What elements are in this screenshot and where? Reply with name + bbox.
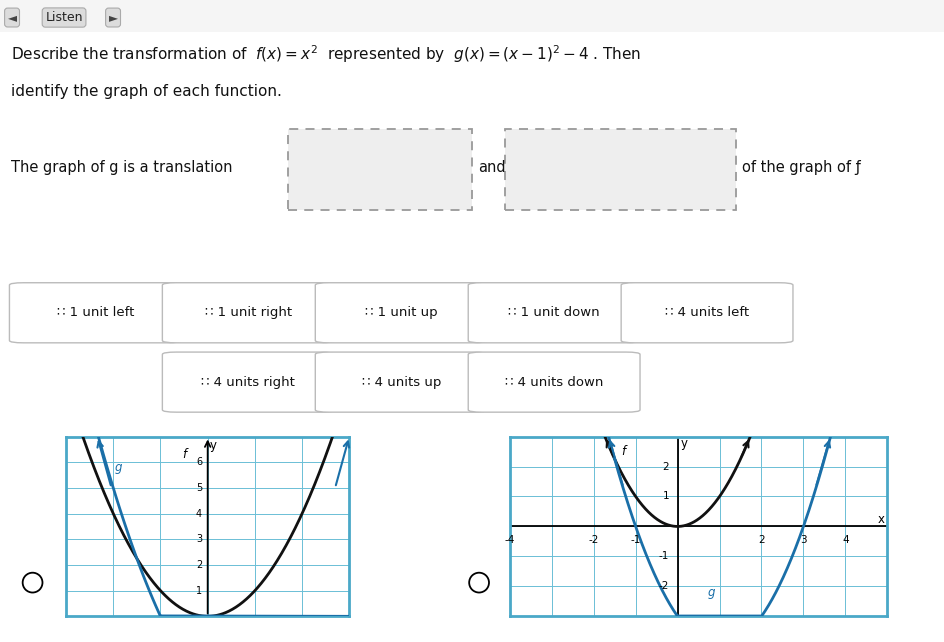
FancyBboxPatch shape — [162, 352, 334, 412]
FancyBboxPatch shape — [315, 352, 487, 412]
Text: and: and — [479, 160, 506, 175]
Text: 2: 2 — [195, 560, 202, 570]
Text: identify the graph of each function.: identify the graph of each function. — [11, 84, 282, 99]
Text: 3: 3 — [196, 534, 202, 544]
Text: g: g — [114, 461, 122, 474]
Text: y: y — [681, 437, 687, 449]
Text: 4: 4 — [842, 535, 849, 546]
Text: -1: -1 — [659, 551, 669, 561]
Text: y: y — [210, 439, 217, 452]
FancyBboxPatch shape — [468, 352, 640, 412]
Text: f: f — [621, 445, 625, 458]
Text: ∷ 1 unit down: ∷ 1 unit down — [508, 306, 600, 319]
Text: -2: -2 — [588, 535, 598, 546]
Text: 5: 5 — [195, 483, 202, 493]
Text: ►: ► — [109, 11, 118, 24]
Text: 1: 1 — [196, 586, 202, 596]
Text: 2: 2 — [663, 462, 669, 471]
Text: ∷ 4 units right: ∷ 4 units right — [201, 376, 295, 388]
Text: 1: 1 — [663, 492, 669, 501]
Text: f: f — [182, 448, 186, 461]
FancyBboxPatch shape — [621, 282, 793, 343]
Text: ◄: ◄ — [8, 11, 17, 24]
Text: Listen: Listen — [45, 11, 83, 24]
Text: -4: -4 — [505, 535, 514, 546]
Text: ∷ 1 unit left: ∷ 1 unit left — [57, 306, 134, 319]
Text: g: g — [707, 586, 715, 599]
Text: 6: 6 — [196, 457, 202, 467]
FancyBboxPatch shape — [505, 130, 736, 211]
Bar — [0, 0, 944, 32]
Text: ∷ 1 unit right: ∷ 1 unit right — [205, 306, 292, 319]
Text: ∷ 4 units left: ∷ 4 units left — [665, 306, 750, 319]
FancyBboxPatch shape — [315, 282, 487, 343]
Text: The graph of g is a translation: The graph of g is a translation — [11, 160, 233, 175]
Text: ∷ 1 unit up: ∷ 1 unit up — [365, 306, 437, 319]
Text: Describe the transformation of  $f(x) = x^2$  represented by  $g(x) = (x-1)^2-4$: Describe the transformation of $f(x) = x… — [11, 43, 642, 65]
FancyBboxPatch shape — [468, 282, 640, 343]
Text: 2: 2 — [758, 535, 765, 546]
FancyBboxPatch shape — [288, 130, 472, 211]
Text: -1: -1 — [631, 535, 641, 546]
FancyBboxPatch shape — [9, 282, 181, 343]
Text: x: x — [878, 514, 885, 526]
Text: of the graph of ƒ: of the graph of ƒ — [742, 160, 861, 175]
FancyBboxPatch shape — [162, 282, 334, 343]
Text: ∷ 4 units up: ∷ 4 units up — [362, 376, 441, 388]
Text: ∷ 4 units down: ∷ 4 units down — [505, 376, 603, 388]
Text: 4: 4 — [196, 508, 202, 519]
Text: 3: 3 — [801, 535, 807, 546]
Text: -2: -2 — [659, 582, 669, 591]
